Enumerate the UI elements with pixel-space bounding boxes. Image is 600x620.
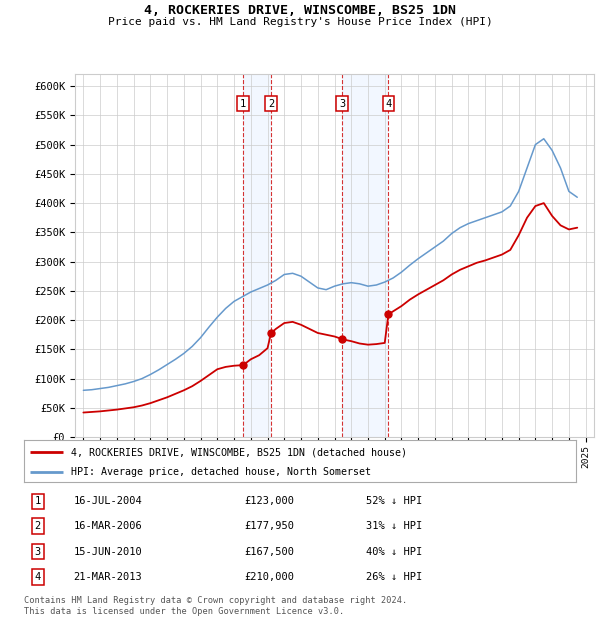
Bar bbox=[243, 74, 271, 437]
Text: £177,950: £177,950 bbox=[245, 521, 295, 531]
Text: £167,500: £167,500 bbox=[245, 547, 295, 557]
Text: 40% ↓ HPI: 40% ↓ HPI bbox=[366, 547, 422, 557]
Text: 3: 3 bbox=[35, 547, 41, 557]
Text: 4, ROCKERIES DRIVE, WINSCOMBE, BS25 1DN: 4, ROCKERIES DRIVE, WINSCOMBE, BS25 1DN bbox=[144, 4, 456, 17]
Text: 1: 1 bbox=[240, 99, 246, 108]
Text: 16-JUL-2004: 16-JUL-2004 bbox=[74, 497, 142, 507]
Text: HPI: Average price, detached house, North Somerset: HPI: Average price, detached house, Nort… bbox=[71, 467, 371, 477]
Text: 2: 2 bbox=[35, 521, 41, 531]
Text: £210,000: £210,000 bbox=[245, 572, 295, 582]
Text: 3: 3 bbox=[339, 99, 346, 108]
Text: 16-MAR-2006: 16-MAR-2006 bbox=[74, 521, 142, 531]
Text: 31% ↓ HPI: 31% ↓ HPI bbox=[366, 521, 422, 531]
Text: 21-MAR-2013: 21-MAR-2013 bbox=[74, 572, 142, 582]
Text: 2: 2 bbox=[268, 99, 274, 108]
Text: 4: 4 bbox=[35, 572, 41, 582]
Text: £123,000: £123,000 bbox=[245, 497, 295, 507]
Bar bbox=[342, 74, 388, 437]
Text: 1: 1 bbox=[35, 497, 41, 507]
Text: 4: 4 bbox=[385, 99, 392, 108]
Text: 52% ↓ HPI: 52% ↓ HPI bbox=[366, 497, 422, 507]
Text: 4, ROCKERIES DRIVE, WINSCOMBE, BS25 1DN (detached house): 4, ROCKERIES DRIVE, WINSCOMBE, BS25 1DN … bbox=[71, 447, 407, 457]
Text: Contains HM Land Registry data © Crown copyright and database right 2024.
This d: Contains HM Land Registry data © Crown c… bbox=[24, 596, 407, 616]
Text: 26% ↓ HPI: 26% ↓ HPI bbox=[366, 572, 422, 582]
Text: Price paid vs. HM Land Registry's House Price Index (HPI): Price paid vs. HM Land Registry's House … bbox=[107, 17, 493, 27]
Text: 15-JUN-2010: 15-JUN-2010 bbox=[74, 547, 142, 557]
